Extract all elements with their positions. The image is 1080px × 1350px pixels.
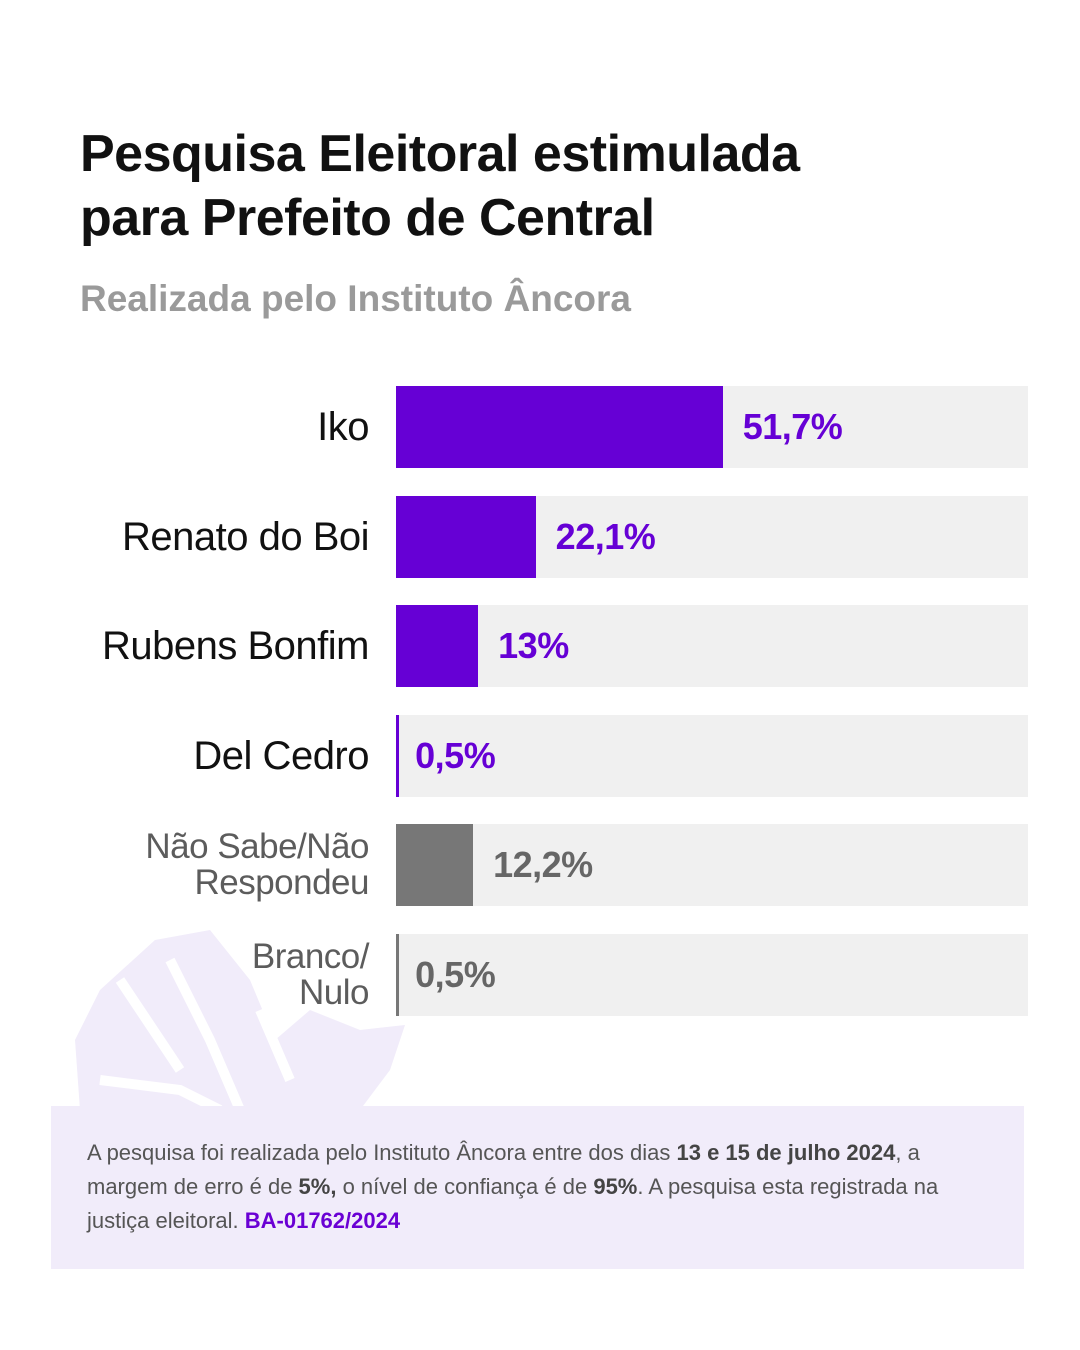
note-part-3: o nível de confiança é de [336, 1174, 594, 1199]
bar-track: 51,7% [396, 386, 1028, 468]
value-label: 22,1% [555, 515, 656, 557]
title-line-2: para Prefeito de Central [80, 189, 655, 247]
anchor-logo-watermark [75, 930, 405, 1115]
note-part-2: , a margem de erro é de [87, 1140, 920, 1199]
note-dates: 13 e 15 de julho 2024 [676, 1140, 896, 1165]
value-label: 51,7% [742, 406, 843, 447]
bar-row: Iko 51,7% [0, 386, 1080, 468]
bar-fill [396, 386, 723, 468]
methodology-note: A pesquisa foi realizada pelo Instituto … [51, 1106, 1024, 1269]
note-part-4: . A pesquisa esta registrada na justiça … [87, 1174, 939, 1233]
bar-track: 0,5% [396, 714, 1028, 797]
bar-row: Renato do Boi 22,1% [0, 495, 1080, 578]
bar-fill [396, 824, 474, 906]
bar-track: 12,2% [396, 824, 1028, 906]
note-margin: 5%, [298, 1174, 337, 1199]
category-label: Renato do Boi [121, 514, 370, 559]
category-label: Não Sabe/Não Respondeu [145, 827, 369, 902]
bar-track: 22,1% [396, 495, 1028, 578]
value-label: 12,2% [493, 844, 593, 885]
chart-subtitle: Realizada pelo Instituto Âncora [80, 278, 631, 319]
note-registration: BA-01762/2024 [244, 1208, 401, 1233]
category-label: Iko [317, 405, 369, 449]
value-label: 13% [498, 625, 569, 666]
bar-fill [396, 714, 400, 797]
bar-row: Del Cedro 0,5% [0, 714, 1080, 797]
bar-track: 0,5% [396, 933, 1028, 1016]
title-line-1: Pesquisa Eleitoral estimulada [80, 125, 800, 183]
value-label: 0,5% [415, 953, 496, 995]
bar-row: Rubens Bonfim 13% [0, 605, 1080, 687]
note-part-1: A pesquisa foi realizada pelo Instituto … [87, 1140, 677, 1165]
note-text: A pesquisa foi realizada pelo Instituto … [87, 1136, 967, 1238]
bar-fill [396, 495, 536, 578]
bar-track: 13% [396, 605, 1028, 687]
value-label: 0,5% [415, 734, 496, 776]
chart-title: Pesquisa Eleitoral estimulada para Prefe… [80, 122, 1040, 250]
category-label: Del Cedro [193, 733, 369, 778]
bar-row: Branco/ Nulo 0,5% [0, 933, 1080, 1016]
category-label: Branco/ Nulo [251, 936, 370, 1012]
bar-fill [396, 605, 479, 687]
category-label: Rubens Bonfim [102, 624, 369, 668]
bar-fill [396, 933, 400, 1016]
note-confidence: 95% [593, 1174, 638, 1199]
bar-row: Não Sabe/Não Respondeu 12,2% [0, 824, 1080, 906]
